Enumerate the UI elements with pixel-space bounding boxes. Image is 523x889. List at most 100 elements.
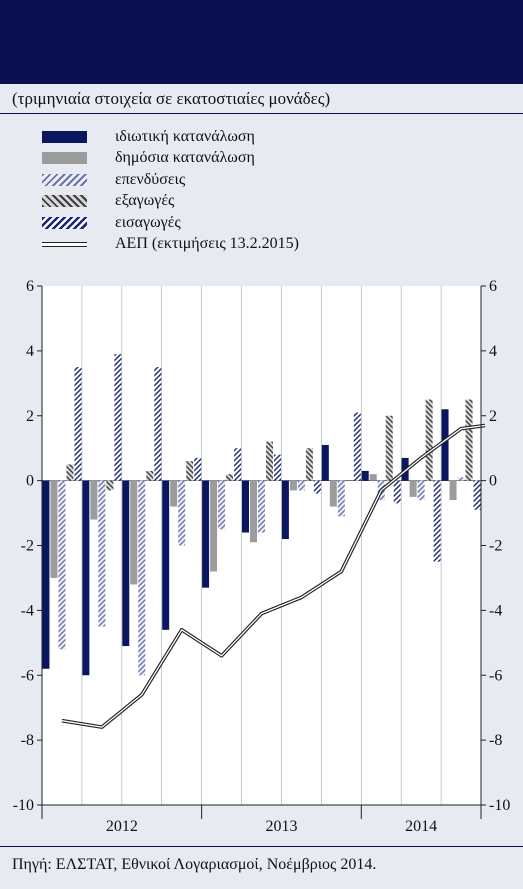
y-tick-label-left: -10 <box>13 797 34 814</box>
bar-public-3 <box>170 480 178 507</box>
year-label: 2013 <box>265 818 297 835</box>
y-tick-label-right: 6 <box>489 278 497 295</box>
bar-imports-5 <box>274 454 281 481</box>
bar-public-6 <box>289 480 297 491</box>
legend-label: εξαγωγές <box>115 192 175 210</box>
bar-private-6 <box>281 480 289 540</box>
exports-swatch <box>42 195 87 208</box>
bar-imports-2 <box>154 367 162 481</box>
legend-label: επενδύσεις <box>115 170 186 188</box>
bar-investment-3 <box>178 480 186 546</box>
bar-imports-10 <box>473 480 481 510</box>
bar-public-8 <box>369 474 377 481</box>
y-tick-label-right: 2 <box>489 408 497 425</box>
legend-label: ιδιωτική κατανάλωση <box>115 127 255 145</box>
chart-subtitle: (τριμηνιαία στοιχεία σε εκατοστιαίες μον… <box>12 89 331 108</box>
bar-private-1 <box>82 480 90 676</box>
bar-exports-4 <box>226 474 234 481</box>
legend-item-public-consumption: δημόσια κατανάλωση <box>42 148 299 170</box>
bar-exports-3 <box>186 461 194 481</box>
bar-investment-10 <box>457 477 465 481</box>
bar-exports-10 <box>465 399 473 481</box>
bar-exports-2 <box>146 470 154 481</box>
bar-imports-8 <box>393 480 401 504</box>
legend-item-gdp: ΑΕΠ (εκτιμήσεις 13.2.2015) <box>42 234 299 256</box>
bar-exports-0 <box>66 464 74 481</box>
legend-label: εισαγωγές <box>115 213 181 231</box>
bar-private-3 <box>162 480 170 630</box>
bar-imports-4 <box>234 448 242 481</box>
y-tick-label-left: 6 <box>26 278 34 295</box>
year-label: 2014 <box>405 818 437 835</box>
bar-exports-8 <box>385 415 393 481</box>
subtitle-divider <box>0 113 523 114</box>
public-consumption-swatch <box>42 152 87 165</box>
investment-swatch <box>42 173 87 186</box>
bar-public-1 <box>90 480 98 520</box>
bar-imports-6 <box>313 480 321 494</box>
y-tick-label-right: -6 <box>489 667 502 684</box>
bar-investment-5 <box>258 480 265 533</box>
y-tick-label-left: -6 <box>21 667 34 684</box>
bar-exports-9 <box>425 399 433 481</box>
bar-private-8 <box>361 470 369 481</box>
y-tick-label-right: -2 <box>489 538 502 555</box>
legend: ιδιωτική κατανάλωση δημόσια κατανάλωση ε… <box>42 126 299 255</box>
bar-exports-5 <box>266 441 273 481</box>
y-tick-label-right: -4 <box>489 602 502 619</box>
legend-item-investment: επενδύσεις <box>42 169 299 191</box>
bar-public-10 <box>449 480 457 501</box>
bar-exports-6 <box>305 448 313 481</box>
year-label: 2012 <box>106 818 138 835</box>
y-tick-label-left: 2 <box>26 408 34 425</box>
bar-investment-2 <box>138 480 146 676</box>
y-tick-label-left: -8 <box>21 732 34 749</box>
bar-investment-1 <box>98 480 106 627</box>
y-tick-label-right: -10 <box>489 797 510 814</box>
bar-imports-1 <box>114 354 122 481</box>
bar-public-5 <box>250 480 257 543</box>
bar-imports-9 <box>433 480 441 562</box>
bar-investment-9 <box>417 480 425 501</box>
bar-private-7 <box>321 444 329 481</box>
plot-area <box>42 286 481 805</box>
bar-private-4 <box>202 480 210 588</box>
y-tick-label-left: 0 <box>26 473 34 490</box>
footer-divider <box>0 846 523 847</box>
legend-label: δημόσια κατανάλωση <box>115 149 255 167</box>
bar-imports-7 <box>353 412 361 481</box>
gdp-line-inner <box>61 424 486 728</box>
bar-public-4 <box>210 480 218 572</box>
y-tick-label-left: 4 <box>26 343 34 360</box>
bar-imports-0 <box>74 367 82 481</box>
bar-private-0 <box>42 480 50 669</box>
bar-private-5 <box>242 480 249 533</box>
gdp-contributions-chart: 6 4 2 0 -2 -4 -6 -8 -10 6 4 2 0 -2 -4 -6 -8 -10 2012 2013 20… <box>13 278 511 835</box>
y-tick-label-left: -4 <box>21 602 34 619</box>
header-banner <box>0 0 523 84</box>
y-tick-label-right: -8 <box>489 732 502 749</box>
gdp-line-swatch <box>42 241 87 247</box>
private-consumption-swatch <box>42 130 87 143</box>
bar-investment-6 <box>297 480 305 491</box>
bar-private-2 <box>122 480 130 647</box>
legend-item-exports: εξαγωγές <box>42 191 299 213</box>
bar-private-10 <box>441 409 449 481</box>
bar-public-9 <box>409 480 417 497</box>
bar-investment-7 <box>337 480 345 517</box>
y-tick-label-right: 0 <box>489 473 497 490</box>
y-tick-label-left: -2 <box>21 538 34 555</box>
bar-investment-4 <box>218 480 226 530</box>
bar-public-7 <box>329 480 337 507</box>
y-tick-label-right: 4 <box>489 343 497 360</box>
bar-investment-0 <box>58 480 66 650</box>
legend-label: ΑΕΠ (εκτιμήσεις 13.2.2015) <box>115 235 299 253</box>
imports-swatch <box>42 216 87 229</box>
legend-item-private-consumption: ιδιωτική κατανάλωση <box>42 126 299 148</box>
source-note: Πηγή: ΕΛΣΤΑΤ, Εθνικοί Λογαριασμοί, Νοέμβ… <box>12 856 377 873</box>
bar-imports-3 <box>194 457 202 481</box>
legend-item-imports: εισαγωγές <box>42 212 299 234</box>
bar-public-2 <box>130 480 138 585</box>
bar-exports-1 <box>106 480 114 491</box>
bar-public-0 <box>50 480 58 578</box>
